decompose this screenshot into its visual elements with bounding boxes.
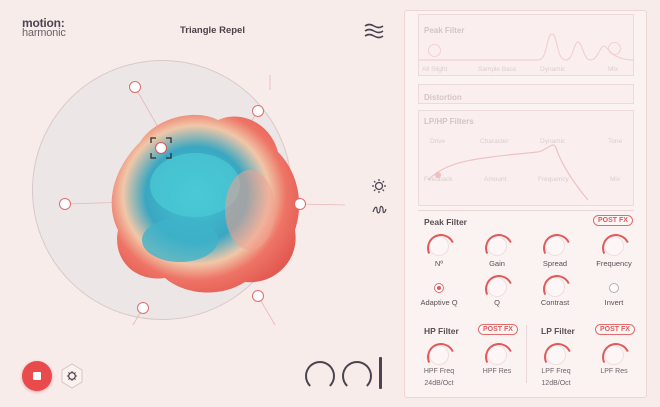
ghost-knob [608, 42, 621, 55]
ghost-lphp-title: LP/HP Filters [424, 117, 474, 126]
lp-filter-title: LP Filter [541, 326, 575, 336]
motion-node[interactable] [129, 81, 141, 93]
logo-line1: motion: [22, 16, 65, 30]
ghost-label: Dynamic [540, 138, 566, 145]
invert-toggle[interactable] [609, 283, 619, 293]
peak-q-knob[interactable] [487, 277, 507, 297]
invert-label: Invert [604, 298, 624, 307]
peak-n-label: Nº [434, 259, 444, 268]
peak-gain-knob[interactable] [487, 236, 507, 256]
peak-spread-label: Spread [542, 259, 568, 268]
ghost-label: Mix [610, 176, 621, 183]
motion-node[interactable] [294, 198, 306, 210]
ghost-label: Sample Bass [478, 66, 517, 73]
peak-contrast-knob[interactable] [545, 277, 565, 297]
waves-icon[interactable] [363, 20, 385, 42]
ghost-distortion-title: Distortion [424, 93, 462, 102]
ghost-label: Drive [430, 138, 446, 145]
peak-n-knob[interactable] [429, 236, 449, 256]
adaptive-q-label: Adaptive Q [420, 298, 458, 307]
lpf-freq-knob[interactable] [546, 345, 566, 365]
lpf-freq-label: LPF Freq [541, 368, 571, 375]
adaptive-q-toggle[interactable] [434, 283, 444, 293]
gear-icon[interactable] [59, 363, 85, 389]
ghost-distortion-box [418, 84, 634, 104]
ghost-peak-curve [418, 33, 634, 61]
peak-gain-label: Gain [489, 259, 505, 268]
hpf-freq-knob[interactable] [429, 345, 449, 365]
hpf-freq-label: HPF Freq [423, 368, 455, 375]
ghost-label: All Slight [422, 66, 448, 73]
ghost-label: Character [480, 138, 509, 145]
motion-node[interactable] [252, 290, 264, 302]
lp-post-fx-badge[interactable]: POST FX [595, 324, 635, 335]
logo: motion: harmonic [22, 16, 66, 39]
ghost-lphp-box [418, 110, 634, 206]
preset-name[interactable]: Triangle Repel [180, 25, 245, 36]
motion-blob[interactable] [100, 100, 310, 300]
lpf-slope[interactable]: 12dB/Oct [541, 380, 571, 387]
ghost-label: Mix [608, 66, 619, 73]
squiggle-icon[interactable] [371, 202, 387, 218]
peak-q-label: Q [494, 298, 500, 307]
ghost-label: Tone [608, 138, 623, 145]
background-effects-ghost: Peak Filter All Slight Sample Bass Dynam… [418, 14, 636, 209]
hpf-res-knob[interactable] [487, 345, 507, 365]
selected-motion-node[interactable] [155, 142, 167, 154]
filter-separator [526, 325, 527, 383]
peak-frequency-label: Frequency [596, 259, 632, 268]
hp-filter-title: HP Filter [424, 326, 459, 336]
peak-frequency-knob[interactable] [604, 236, 624, 256]
motion-node[interactable] [59, 198, 71, 210]
peak-contrast-label: Contrast [540, 298, 570, 307]
peak-spread-knob[interactable] [545, 236, 565, 256]
ghost-peak-title: Peak Filter [424, 26, 465, 35]
ghost-lphp-curve [427, 144, 589, 201]
ghost-label: Feedback [424, 176, 453, 183]
ghost-label: Amount [484, 176, 507, 183]
peak-post-fx-badge[interactable]: POST FX [593, 215, 633, 226]
hpf-res-label: HPF Res [482, 368, 512, 375]
lpf-res-knob[interactable] [604, 345, 624, 365]
ghost-peak-box [418, 14, 634, 76]
output-knob-2[interactable] [342, 361, 372, 391]
ghost-label: Dynamic [540, 66, 566, 73]
peak-filter-title: Peak Filter [424, 217, 467, 227]
ghost-label: Frequency [538, 176, 569, 183]
panel-divider [418, 210, 634, 211]
level-fader[interactable] [379, 357, 382, 389]
hpf-slope[interactable]: 24dB/Oct [424, 380, 454, 387]
lpf-res-label: LPF Res [600, 368, 628, 375]
motion-node[interactable] [252, 105, 264, 117]
hp-post-fx-badge[interactable]: POST FX [478, 324, 518, 335]
output-knob-1[interactable] [305, 361, 335, 391]
motion-node[interactable] [137, 302, 149, 314]
ghost-knob [428, 44, 441, 57]
logo-line2: harmonic [22, 27, 66, 39]
selection-brackets [150, 137, 172, 159]
sun-icon[interactable] [371, 178, 387, 194]
stop-button[interactable] [22, 361, 52, 391]
